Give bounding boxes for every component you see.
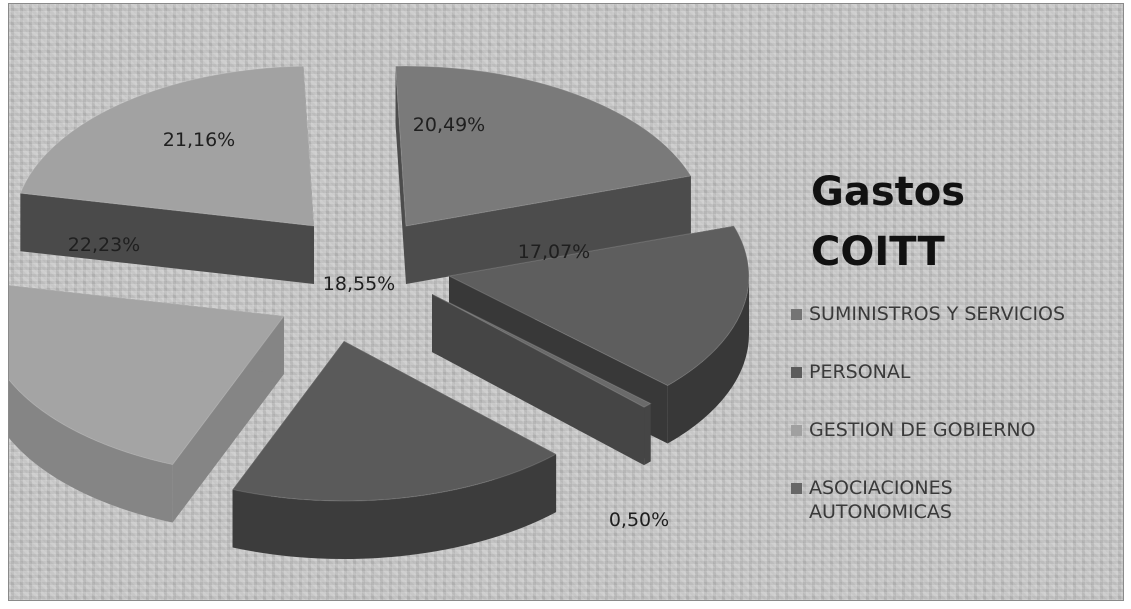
legend-item-suministros: SUMINISTROS Y SERVICIOS (791, 302, 1116, 326)
data-label-slice-2: 17,07% (518, 241, 590, 263)
pie-slice-slice-2-top (447, 225, 750, 387)
legend-swatch-personal (791, 367, 802, 378)
pie-slice-slice-5-wall (9, 379, 173, 523)
pie-chart: 20,49% 17,07% 0,50% 18,55% 22,23% 21,16% (9, 65, 750, 559)
legend-label-suministros: SUMINISTROS Y SERVICIOS (809, 303, 1066, 325)
chart-title-line-1: Gastos (811, 169, 966, 215)
pie-slice-personal-wall (232, 454, 557, 559)
pie-slice-asociaciones-side-2 (432, 294, 645, 466)
chart-title: Gastos COITT (811, 162, 965, 282)
pie-slice-gestion (19, 65, 315, 284)
pie-slice-asociaciones-top (431, 293, 652, 408)
pie-slice-suministros-side-1 (395, 66, 406, 284)
legend-swatch-gestion (791, 425, 802, 436)
legend-label-gestion: GESTION DE GOBIERNO (809, 419, 1036, 441)
legend-item-personal: PERSONAL (791, 360, 1116, 384)
legend-label-asociaciones-2: AUTONOMICAS (809, 501, 952, 523)
pie-slice-suministros (394, 65, 692, 284)
legend-swatch-suministros (791, 309, 802, 320)
pie-slice-asociaciones (431, 293, 652, 466)
pie-slice-slice-5 (9, 284, 285, 523)
data-label-asociaciones: 0,50% (609, 509, 669, 531)
pie-slice-personal (231, 340, 558, 559)
legend-label-asociaciones-1: ASOCIACIONES (809, 477, 953, 499)
data-label-suministros: 20,49% (413, 114, 485, 136)
chart-title-line-2: COITT (811, 229, 945, 275)
pie-slice-asociaciones-wall (644, 403, 651, 466)
legend-label-personal: PERSONAL (809, 361, 911, 383)
chart-legend: SUMINISTROS Y SERVICIOS PERSONAL GESTION… (791, 302, 1116, 558)
legend-swatch-asociaciones (791, 483, 802, 494)
legend-item-asociaciones: ASOCIACIONES AUTONOMICAS (791, 476, 1116, 524)
data-label-slice-5: 22,23% (68, 234, 140, 256)
pie-slice-gestion-top (19, 65, 315, 227)
pie-slice-personal-top (231, 340, 558, 502)
data-label-gestion: 21,16% (163, 129, 235, 151)
data-label-personal: 18,55% (323, 273, 395, 295)
pie-slice-suministros-side-2 (406, 175, 691, 284)
legend-item-gestion: GESTION DE GOBIERNO (791, 418, 1116, 442)
pie-slice-gestion-side-1 (20, 193, 314, 284)
pie-slice-slice-2-wall (667, 276, 749, 444)
pie-slice-suministros-top (394, 65, 692, 227)
pie-slice-slice-5-top (9, 284, 285, 466)
chart-area: 20,49% 17,07% 0,50% 18,55% 22,23% 21,16% Gast… (8, 3, 1124, 601)
